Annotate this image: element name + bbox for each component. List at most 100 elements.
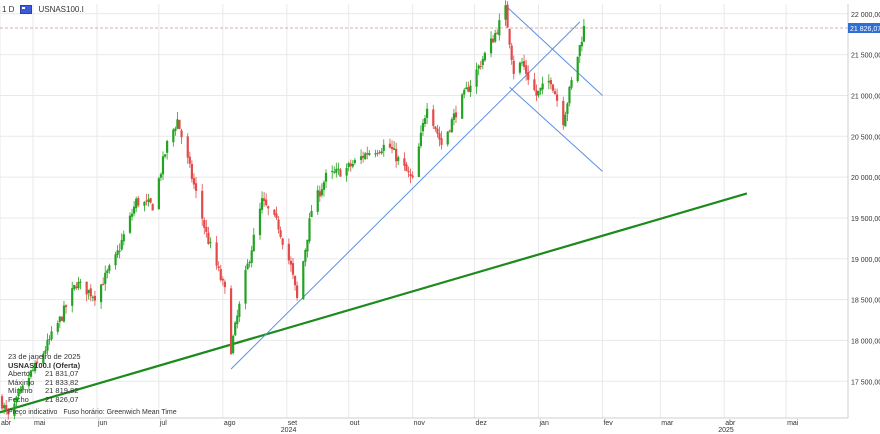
current-price-line: 21 826,07 <box>0 23 880 34</box>
candle-body <box>159 174 163 178</box>
x-tick-label: abr <box>1 420 12 427</box>
candle-body <box>553 91 557 95</box>
candle-body <box>527 72 530 80</box>
candle-body <box>335 168 338 173</box>
candle-body <box>582 25 586 42</box>
x-tick-label: fev <box>603 420 613 427</box>
candle-body <box>407 171 410 173</box>
info-label: Máximo <box>8 377 35 387</box>
candle-body <box>267 206 270 209</box>
candle-body <box>463 89 466 95</box>
candle-body <box>405 164 408 172</box>
symbol-label[interactable]: USNAS100.I <box>38 4 84 14</box>
candle-body <box>205 226 208 232</box>
candle-body <box>549 80 552 85</box>
candle-body <box>238 303 241 317</box>
candle-body <box>201 190 204 219</box>
candle-body <box>318 191 321 197</box>
timeframe-label[interactable]: 1 D <box>2 4 15 14</box>
candle-body <box>118 250 121 252</box>
candle-body <box>547 80 550 83</box>
candle-body <box>13 403 16 416</box>
candle-body <box>273 209 276 215</box>
candle-body <box>279 230 282 238</box>
candle-body <box>289 260 293 265</box>
candle-body <box>448 130 451 132</box>
candle-body <box>570 80 573 88</box>
candle-body <box>555 94 559 101</box>
candle-body <box>308 218 311 242</box>
candle-body <box>366 152 369 155</box>
candle-body <box>434 126 437 130</box>
candle-body <box>337 168 340 170</box>
candle-body <box>562 100 565 126</box>
info-row-high: Máximo 21 833,82 <box>8 377 81 388</box>
channel-line <box>230 21 581 370</box>
candle-body <box>236 315 239 325</box>
candle-body <box>157 178 160 210</box>
candle-body <box>566 103 569 115</box>
candle-body <box>250 250 253 263</box>
info-value: 21 833,82 <box>45 377 79 387</box>
x-tick-label: mar <box>661 420 674 427</box>
y-tick-label: 20 000,00 <box>851 175 880 182</box>
y-tick-label: 21 500,00 <box>851 53 880 60</box>
trend-drawings[interactable] <box>0 5 748 414</box>
candle-body <box>194 183 198 191</box>
candle-body <box>21 385 24 390</box>
candle-body <box>432 109 435 126</box>
candle-body <box>576 56 579 82</box>
info-label: Fecho <box>8 394 29 404</box>
y-tick-label: 17 500,00 <box>851 379 880 386</box>
candle-body <box>525 65 528 74</box>
candle-body <box>244 269 247 304</box>
candle-body <box>512 60 515 74</box>
candle-body <box>454 112 458 118</box>
candle-body <box>496 32 499 34</box>
chart-header: 1 D USNAS100.I <box>2 2 84 16</box>
candle-body <box>188 156 191 164</box>
candle-body <box>221 278 224 281</box>
candle-body <box>3 405 6 409</box>
candle-body <box>151 203 154 211</box>
info-label: Aberto <box>8 369 31 379</box>
candle-body <box>248 261 251 264</box>
candle-body <box>440 138 443 145</box>
candle-body <box>186 136 189 158</box>
candle-body <box>304 249 307 262</box>
candle-body <box>178 119 181 130</box>
candle-body <box>234 322 237 336</box>
candle-body <box>29 370 33 377</box>
candle-body <box>50 331 53 340</box>
candle-body <box>246 263 249 270</box>
timezone-note: Fuso horário: Greenwich Mean Time <box>63 409 177 416</box>
candle-body <box>374 153 377 155</box>
candle-body <box>133 206 136 214</box>
candle-body <box>281 238 284 245</box>
candle-body <box>483 52 486 61</box>
candle-body <box>403 158 406 166</box>
info-row-low: Mínimo 21 819,82 <box>8 387 81 396</box>
candles <box>0 0 586 420</box>
candle-body <box>217 266 220 269</box>
candle-body <box>219 269 222 280</box>
candle-body <box>293 275 297 286</box>
candle-body <box>508 28 511 45</box>
candle-body <box>147 199 150 203</box>
candle-body <box>489 38 493 54</box>
candle-body <box>568 86 571 104</box>
candle-body <box>349 163 352 167</box>
candle-body <box>518 62 522 73</box>
candle-body <box>419 132 423 146</box>
candle-body <box>465 87 468 90</box>
candle-body <box>316 190 319 212</box>
candle-body <box>114 254 117 266</box>
candle-body <box>382 144 385 151</box>
x-tick-label: jan <box>539 420 549 427</box>
candle-body <box>62 305 66 322</box>
candle-body <box>149 198 152 203</box>
candle-body <box>277 219 280 230</box>
candle-body <box>522 61 526 67</box>
chart-grid <box>0 4 849 419</box>
candle-body <box>461 94 464 119</box>
